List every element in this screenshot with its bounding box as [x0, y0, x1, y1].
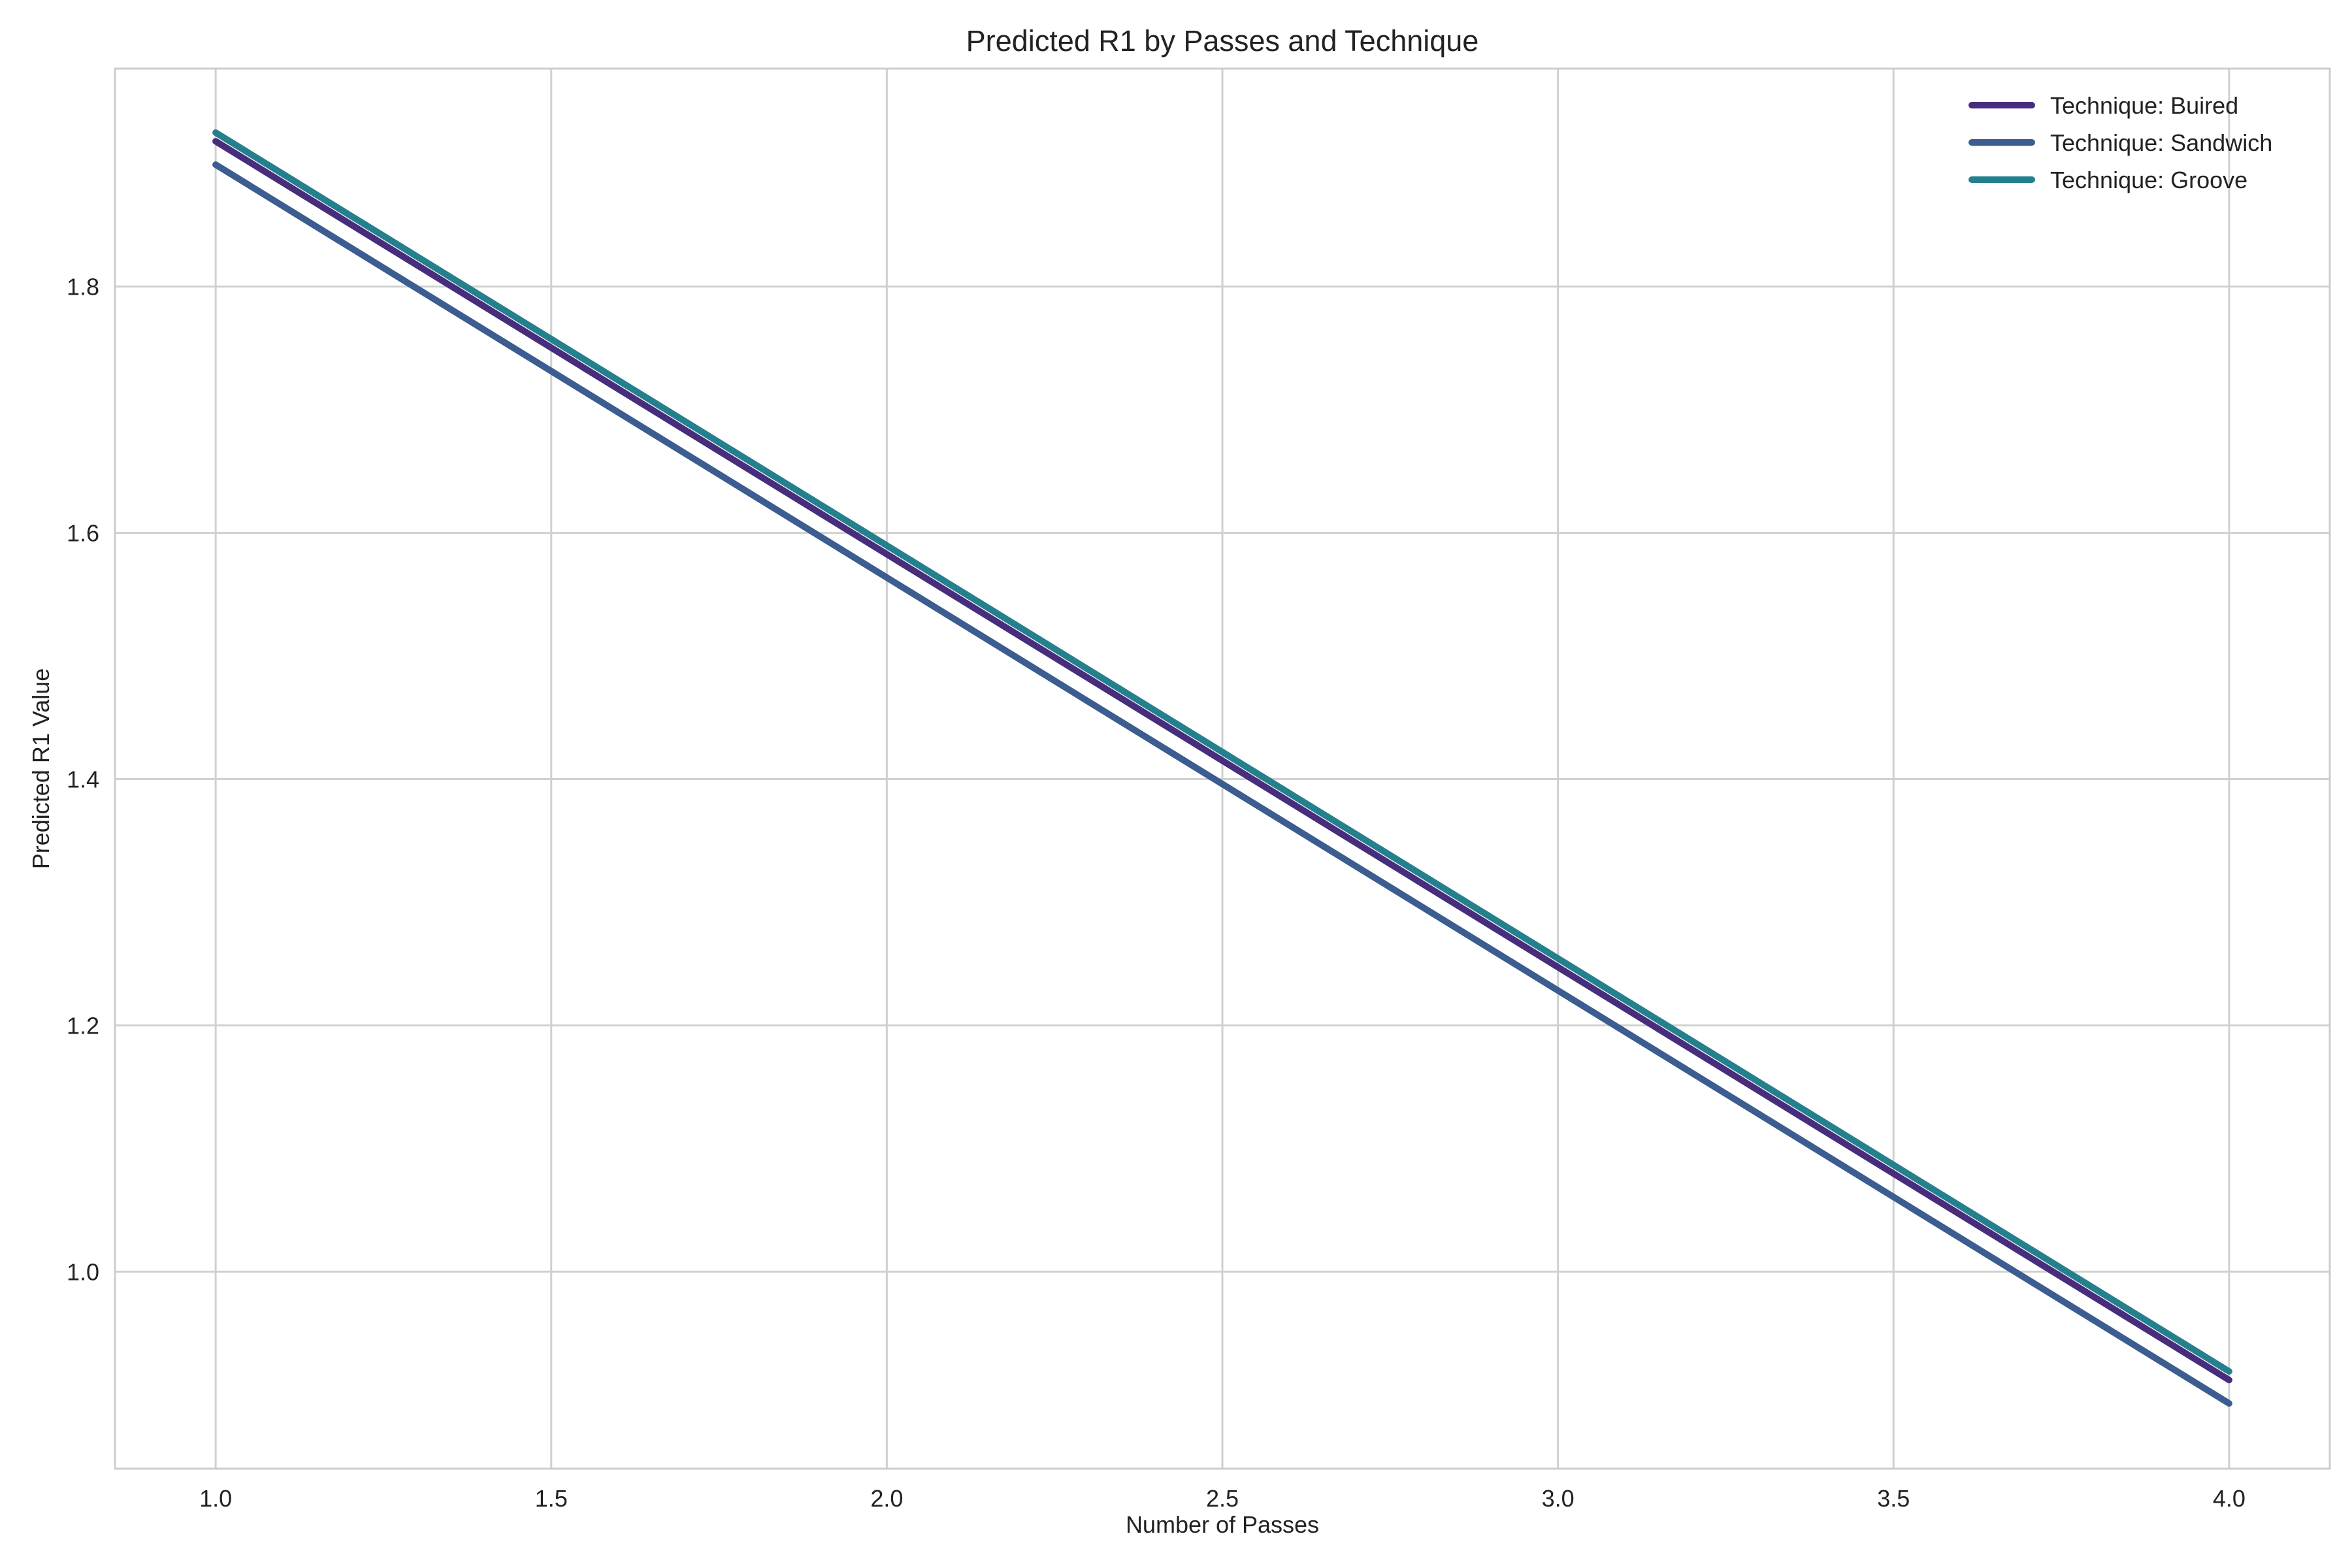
x-tick-label: 1.0 [199, 1485, 232, 1512]
x-tick-label: 4.0 [2213, 1485, 2246, 1512]
chart-title: Predicted R1 by Passes and Technique [966, 24, 1479, 57]
x-tick-label: 2.0 [870, 1485, 903, 1512]
series-lines [212, 129, 2232, 1407]
x-tick-label: 3.0 [1542, 1485, 1575, 1512]
y-tick-label: 1.0 [67, 1258, 99, 1285]
series-line-2 [212, 161, 2232, 1407]
x-axis-label: Number of Passes [1126, 1511, 1319, 1538]
series-line-3 [212, 129, 2232, 1375]
y-tick-label: 1.4 [67, 766, 99, 793]
y-axis-label: Predicted R1 Value [27, 668, 54, 870]
legend-label: Technique: Sandwich [2050, 129, 2272, 156]
y-tick-label: 1.8 [67, 274, 99, 301]
x-tick-label: 3.5 [1877, 1485, 1910, 1512]
grid [115, 69, 2330, 1469]
y-axis-ticks: 1.0 1.2 1.4 1.6 1.8 [67, 274, 99, 1286]
y-tick-label: 1.6 [67, 520, 99, 547]
x-tick-label: 1.5 [535, 1485, 568, 1512]
legend-label: Technique: Groove [2050, 167, 2247, 193]
y-tick-label: 1.2 [67, 1012, 99, 1039]
x-tick-label: 2.5 [1206, 1485, 1239, 1512]
series-line-1 [212, 138, 2232, 1384]
x-axis-ticks: 1.0 1.5 2.0 2.5 3.0 3.5 4.0 [199, 1485, 2246, 1512]
legend: Technique: Buired Technique: Sandwich Tech… [1968, 92, 2272, 193]
plot-area-border [114, 67, 2331, 1470]
legend-label: Technique: Buired [2050, 92, 2238, 119]
